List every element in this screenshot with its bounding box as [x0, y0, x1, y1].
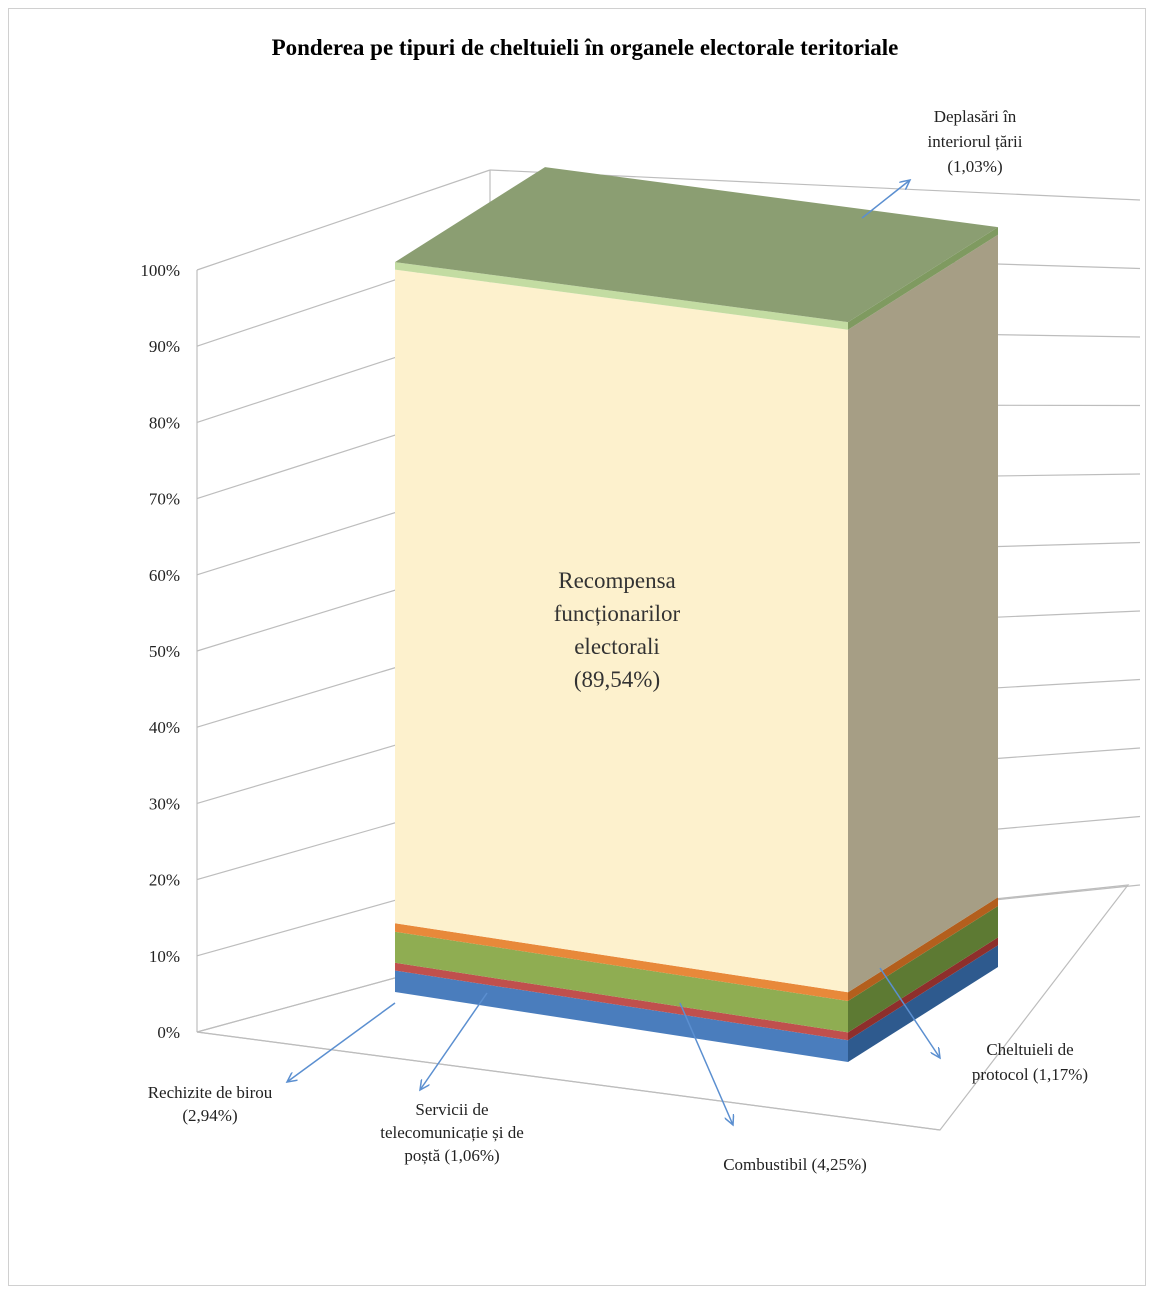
bar-segment-deplasari: [395, 262, 848, 330]
y-tick-label: 50%: [149, 642, 180, 661]
label-protocol: Cheltuieli de protocol (1,17%): [972, 1040, 1088, 1084]
left-gridline: [196, 169, 491, 271]
bar-side-deplasari: [848, 227, 998, 330]
bar-segment-protocol: [395, 923, 848, 1001]
y-tick-label: 40%: [149, 718, 180, 737]
label-deplasari: Deplasări în interiorul țării (1,03%): [928, 107, 1023, 176]
arrow-deplasari: [861, 180, 910, 219]
bar-side-rechizite: [848, 945, 998, 1062]
arrow-servicii: [420, 992, 488, 1090]
y-tick-label: 0%: [157, 1023, 180, 1042]
label-line: Servicii de: [415, 1100, 488, 1119]
y-axis-ticks: 0% 10% 20% 30% 40% 50% 60% 70% 80% 90% 100%: [140, 261, 180, 1042]
y-tick-label: 10%: [149, 947, 180, 966]
bar-side-servicii: [848, 937, 998, 1041]
bar-segment-servicii: [395, 962, 848, 1041]
label-line: (1,03%): [947, 157, 1002, 176]
bar-side-recompensa: [848, 234, 998, 993]
label-line: (89,54%): [574, 667, 660, 692]
label-line: Combustibil (4,25%): [723, 1155, 867, 1174]
label-line: Cheltuieli de: [986, 1040, 1073, 1059]
label-line: electorali: [574, 634, 660, 659]
segment-labels: Rechizite de birou (2,94%) Servicii de tele…: [148, 107, 1088, 1174]
bar-segment-rechizite: [395, 970, 848, 1062]
label-servicii: Servicii de telecomunicație și de poștă (1…: [380, 1100, 524, 1165]
chart-title: Ponderea pe tipuri de cheltuieli în orga…: [272, 35, 899, 60]
label-line: Recompensa: [558, 568, 676, 593]
label-line: poștă (1,06%): [404, 1146, 499, 1165]
label-line: Rechizite de birou: [148, 1083, 273, 1102]
label-combustibil: Combustibil (4,25%): [723, 1155, 867, 1174]
arrow-combustibil: [679, 1002, 733, 1125]
label-rechizite: Rechizite de birou (2,94%): [148, 1083, 273, 1125]
floor-front-edge: [196, 1031, 941, 1131]
y-tick-label: 100%: [140, 261, 180, 280]
y-tick-label: 60%: [149, 566, 180, 585]
bar-segment-recompensa: [395, 269, 848, 993]
label-line: funcționarilor: [554, 601, 681, 626]
y-tick-label: 30%: [149, 794, 180, 813]
y-tick-label: 80%: [149, 413, 180, 432]
y-tick-label: 20%: [149, 871, 180, 890]
label-line: (2,94%): [182, 1106, 237, 1125]
arrow-rechizite: [287, 1002, 396, 1082]
y-tick-label: 90%: [149, 337, 180, 356]
bar-side-combustibil: [848, 905, 998, 1033]
arrow-protocol: [879, 967, 940, 1058]
stacked-bar: [395, 167, 998, 1062]
label-line: protocol (1,17%): [972, 1065, 1088, 1084]
y-tick-label: 70%: [149, 490, 180, 509]
bar-top-deplasari: [395, 167, 998, 323]
label-line: telecomunicație și de: [380, 1123, 524, 1142]
callout-arrows: [287, 180, 940, 1125]
label-recompensa: Recompensa funcționarilor electorali (89,54…: [554, 568, 681, 692]
label-line: interiorul țării: [928, 132, 1023, 151]
bar-segment-combustibil: [395, 931, 848, 1033]
label-line: Deplasări în: [934, 107, 1017, 126]
